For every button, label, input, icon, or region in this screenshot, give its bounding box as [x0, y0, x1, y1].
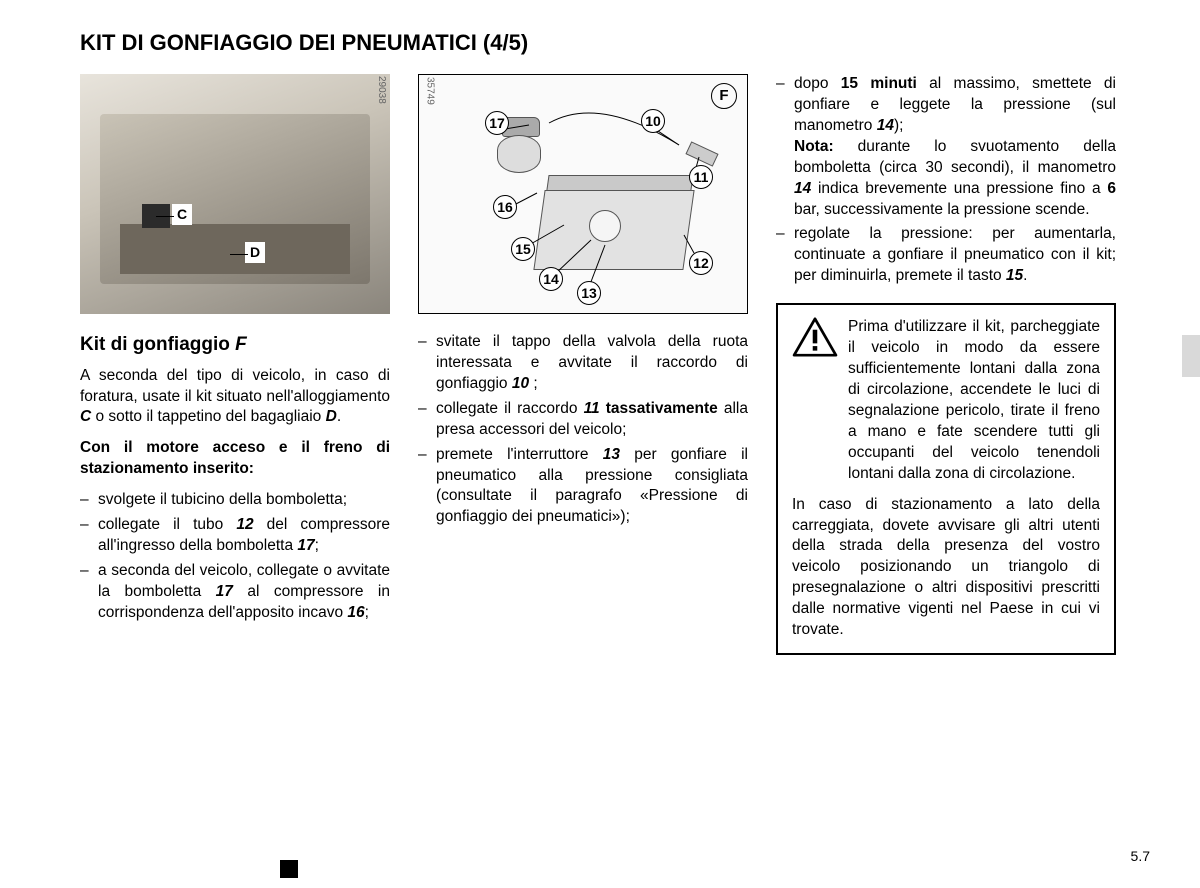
subheading-text: Kit di gonfiaggio — [80, 334, 235, 355]
list-item: regolate la pressione: per aumentarla, c… — [776, 224, 1116, 287]
column-1: 29038 C D Kit di gonfiaggio F A seconda … — [80, 74, 390, 655]
side-tab — [1182, 335, 1200, 377]
list-col1: svolgete il tubicino della bomboletta; c… — [80, 490, 390, 624]
list-item: premete l'interruttore 13 per gonfiare i… — [418, 445, 748, 529]
callout-17: 17 — [485, 111, 509, 135]
subheading-letter: F — [235, 334, 247, 355]
column-2: 35749 F 17 10 11 12 16 15 — [418, 74, 748, 655]
page-title: KIT DI GONFIAGGIO DEI PNEUMATICI (4/5) — [80, 30, 1150, 56]
list-item: collegate il tubo 12 del compressore all… — [80, 515, 390, 557]
compressor-diagram: 35749 F 17 10 11 12 16 15 — [418, 74, 748, 314]
callout-11: 11 — [689, 165, 713, 189]
warning-icon — [792, 317, 838, 484]
page-number: 5.7 — [1131, 848, 1150, 864]
photo-code: 29038 — [375, 76, 389, 104]
warning-text-2: In caso di stazionamento a lato della ca… — [792, 495, 1100, 641]
content-columns: 29038 C D Kit di gonfiaggio F A seconda … — [80, 74, 1150, 655]
footer-mark — [280, 860, 298, 878]
list-item: svitate il tappo della valvola della ruo… — [418, 332, 748, 395]
photo-label-c: C — [172, 204, 192, 225]
callout-13: 13 — [577, 281, 601, 305]
callout-10: 10 — [641, 109, 665, 133]
callout-16: 16 — [493, 195, 517, 219]
list-col2: svitate il tappo della valvola della ruo… — [418, 332, 748, 528]
trunk-photo: 29038 C D — [80, 74, 390, 314]
leader-lines — [419, 75, 747, 313]
warning-text-1: Prima d'utilizzare il kit, parcheggiate … — [848, 317, 1100, 484]
list-item: dopo 15 minuti al massimo, smettete di g… — [776, 74, 1116, 220]
callout-14: 14 — [539, 267, 563, 291]
para-engine: Con il motore acceso e il freno di stazi… — [80, 438, 390, 480]
callout-12: 12 — [689, 251, 713, 275]
callout-15: 15 — [511, 237, 535, 261]
column-3: dopo 15 minuti al massimo, smettete di g… — [776, 74, 1116, 655]
warning-box: Prima d'utilizzare il kit, parcheggiate … — [776, 303, 1116, 655]
list-item: collegate il raccordo 11 tassativamente … — [418, 399, 748, 441]
list-col3: dopo 15 minuti al massimo, smettete di g… — [776, 74, 1116, 287]
photo-label-d: D — [245, 242, 265, 263]
list-item: a seconda del veicolo, collegate o avvit… — [80, 561, 390, 624]
list-item: svolgete il tubicino della bomboletta; — [80, 490, 390, 511]
subheading-kit: Kit di gonfiaggio F — [80, 332, 390, 358]
para-intro: A seconda del tipo di veicolo, in caso d… — [80, 366, 390, 429]
